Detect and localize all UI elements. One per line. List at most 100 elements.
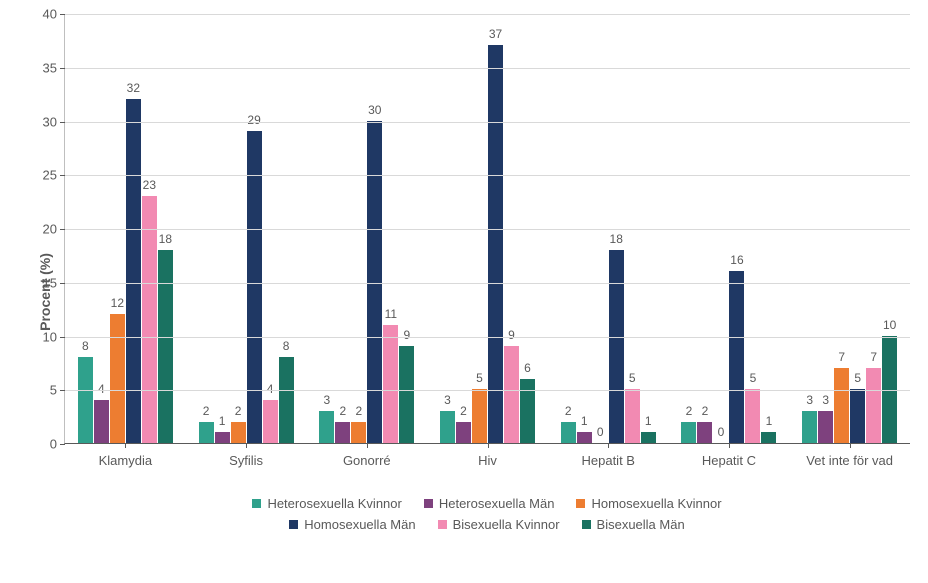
legend-swatch bbox=[252, 499, 261, 508]
bar-value-label: 3 bbox=[323, 393, 330, 407]
bar-value-label: 11 bbox=[385, 307, 397, 321]
bar-value-label: 2 bbox=[203, 404, 210, 418]
bar-fill bbox=[78, 357, 93, 443]
bar-value-label: 12 bbox=[111, 296, 124, 310]
y-tick bbox=[60, 229, 65, 230]
bar-fill bbox=[142, 196, 157, 443]
legend-row: Homosexuella Män Bisexuella Kvinnor Bisexu… bbox=[289, 517, 684, 532]
legend-swatch bbox=[438, 520, 447, 529]
y-tick bbox=[60, 444, 65, 445]
bar-value-label: 5 bbox=[750, 371, 757, 385]
bar-fill bbox=[504, 346, 519, 443]
bar-value-label: 5 bbox=[854, 371, 861, 385]
bar-fill bbox=[697, 422, 712, 444]
legend-item: Bisexuella Kvinnor bbox=[438, 517, 560, 532]
bar-fill bbox=[199, 422, 214, 444]
bar-fill bbox=[472, 389, 487, 443]
y-tick bbox=[60, 14, 65, 15]
bar-fill bbox=[110, 314, 125, 443]
gridline bbox=[65, 283, 910, 284]
y-tick-label: 35 bbox=[43, 60, 57, 75]
category-label: Hepatit C bbox=[669, 443, 790, 468]
bar-value-label: 3 bbox=[822, 393, 829, 407]
category-label: Gonorré bbox=[306, 443, 427, 468]
bar-fill bbox=[399, 346, 414, 443]
legend-label: Heterosexuella Män bbox=[439, 496, 555, 511]
bar-value-label: 2 bbox=[702, 404, 709, 418]
bar-fill bbox=[351, 422, 366, 444]
category-label: Klamydia bbox=[65, 443, 186, 468]
legend-label: Bisexuella Kvinnor bbox=[453, 517, 560, 532]
bar-fill bbox=[729, 271, 744, 443]
bar-value-label: 6 bbox=[524, 361, 531, 375]
legend-item: Homosexuella Män bbox=[289, 517, 415, 532]
bar-fill bbox=[745, 389, 760, 443]
legend-label: Homosexuella Kvinnor bbox=[591, 496, 721, 511]
gridline bbox=[65, 229, 910, 230]
bar-fill bbox=[263, 400, 278, 443]
y-tick bbox=[60, 175, 65, 176]
bar-value-label: 29 bbox=[247, 113, 260, 127]
bar-value-label: 5 bbox=[629, 371, 636, 385]
bar-fill bbox=[866, 368, 881, 443]
bar-value-label: 23 bbox=[143, 178, 156, 192]
legend-swatch bbox=[289, 520, 298, 529]
bar-value-label: 2 bbox=[355, 404, 362, 418]
y-tick bbox=[60, 122, 65, 123]
bar-value-label: 9 bbox=[508, 328, 515, 342]
bar-fill bbox=[520, 379, 535, 444]
bar-fill bbox=[247, 131, 262, 443]
bar-fill bbox=[319, 411, 334, 443]
bar-value-label: 5 bbox=[476, 371, 483, 385]
y-tick-label: 0 bbox=[50, 437, 57, 452]
bar-value-label: 30 bbox=[368, 103, 381, 117]
y-tick-label: 25 bbox=[43, 168, 57, 183]
bar-fill bbox=[761, 432, 776, 443]
y-tick bbox=[60, 283, 65, 284]
legend-item: Bisexuella Män bbox=[582, 517, 685, 532]
chart-container: Procent (%) 8412322318Klamydia2122948Syf… bbox=[0, 0, 928, 583]
legend-swatch bbox=[424, 499, 433, 508]
category-label: Hepatit B bbox=[548, 443, 669, 468]
bar-value-label: 4 bbox=[98, 382, 105, 396]
category-label: Hiv bbox=[427, 443, 548, 468]
y-tick-label: 30 bbox=[43, 114, 57, 129]
bar-fill bbox=[94, 400, 109, 443]
gridline bbox=[65, 68, 910, 69]
bar-fill bbox=[641, 432, 656, 443]
bar-value-label: 7 bbox=[870, 350, 877, 364]
bar-value-label: 2 bbox=[686, 404, 693, 418]
bar-fill bbox=[367, 121, 382, 444]
bar-value-label: 16 bbox=[730, 253, 743, 267]
bar-fill bbox=[625, 389, 640, 443]
bar-fill bbox=[456, 422, 471, 444]
gridline bbox=[65, 122, 910, 123]
bar-value-label: 8 bbox=[82, 339, 89, 353]
bar-value-label: 18 bbox=[610, 232, 623, 246]
bar-value-label: 1 bbox=[219, 414, 226, 428]
y-tick bbox=[60, 337, 65, 338]
legend-swatch bbox=[582, 520, 591, 529]
y-tick bbox=[60, 68, 65, 69]
y-tick-label: 5 bbox=[50, 383, 57, 398]
bar-value-label: 0 bbox=[597, 425, 604, 439]
y-tick-label: 15 bbox=[43, 275, 57, 290]
legend: Heterosexuella Kvinnor Heterosexuella Män… bbox=[64, 488, 910, 532]
bar-fill bbox=[158, 250, 173, 444]
bar-value-label: 3 bbox=[444, 393, 451, 407]
bar-value-label: 8 bbox=[283, 339, 290, 353]
y-axis-title: Procent (%) bbox=[37, 253, 53, 331]
bar-value-label: 7 bbox=[838, 350, 845, 364]
y-tick-label: 20 bbox=[43, 222, 57, 237]
bar-value-label: 1 bbox=[766, 414, 773, 428]
legend-row: Heterosexuella Kvinnor Heterosexuella Män… bbox=[252, 496, 721, 511]
bar-fill bbox=[802, 411, 817, 443]
category-label: Vet inte för vad bbox=[789, 443, 910, 468]
gridline bbox=[65, 337, 910, 338]
legend-label: Heterosexuella Kvinnor bbox=[267, 496, 401, 511]
bar-fill bbox=[818, 411, 833, 443]
legend-item: Heterosexuella Män bbox=[424, 496, 555, 511]
bar-value-label: 32 bbox=[127, 81, 140, 95]
bar-fill bbox=[834, 368, 849, 443]
bar-value-label: 3 bbox=[806, 393, 813, 407]
